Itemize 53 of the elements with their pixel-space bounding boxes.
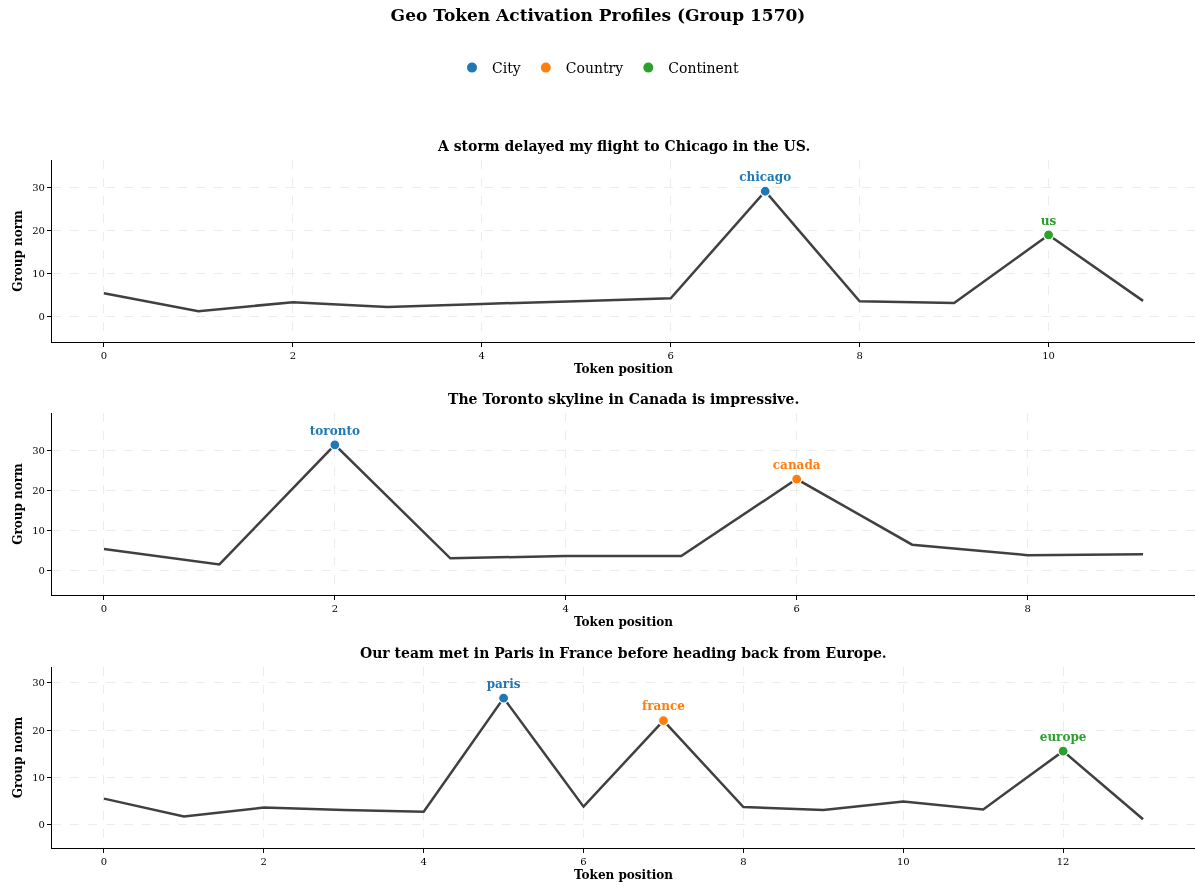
x-tick-label: 10	[1042, 350, 1055, 362]
y-tick-label: 0	[38, 818, 45, 830]
legend-label: Continent	[668, 60, 739, 77]
y-axis-title: Group norm	[11, 462, 26, 545]
x-tick-label: 2	[260, 856, 267, 868]
data-label: canada	[772, 457, 821, 472]
y-tick-label: 20	[32, 484, 45, 496]
x-tick-label: 4	[478, 350, 485, 362]
x-tick-label: 8	[856, 350, 863, 362]
chart-title: The Toronto skyline in Canada is impressive.	[448, 391, 800, 407]
chart-title: Our team met in Paris in France before heading back from Europe.	[360, 645, 887, 661]
point	[498, 692, 510, 704]
y-tick-label: 20	[32, 225, 45, 237]
y-tick-label: 30	[32, 444, 45, 456]
x-tick-label: 12	[1056, 856, 1070, 868]
data-label: us	[1040, 213, 1057, 228]
y-tick-label: 20	[32, 724, 45, 736]
y-axis-title: Group norm	[11, 716, 26, 799]
x-tick-label: 2	[289, 350, 297, 362]
chart-subtitle: A storm delayed my flight to Chicago in the US.	[437, 138, 811, 154]
x-tick-label: 8	[1024, 603, 1031, 615]
legend-label: Country	[565, 60, 624, 77]
x-tick-label: 6	[667, 350, 674, 362]
chart-title: Geo Token Activation Profiles (Group 1570)	[390, 4, 806, 25]
x-tick-label: 10	[896, 856, 910, 868]
legend-label: City	[492, 60, 521, 77]
y-tick-label: 30	[32, 182, 45, 194]
x-tick-label: 6	[793, 603, 800, 615]
x-tick-label: 2	[331, 603, 339, 615]
x-tick-label: 0	[100, 856, 108, 868]
x-axis-title: Token position	[574, 615, 674, 629]
x-tick-label: 4	[420, 856, 427, 868]
y-tick-label: 0	[38, 565, 45, 577]
x-axis-title: Token position	[574, 362, 674, 376]
y-tick-label: 10	[32, 525, 45, 537]
y-tick-label: 0	[38, 310, 45, 322]
x-tick-label: 8	[740, 856, 747, 868]
data-label: france	[642, 699, 686, 714]
y-axis-title: Group norm	[11, 209, 26, 292]
x-tick-label: 6	[580, 856, 587, 868]
x-axis-title: Token position	[574, 868, 674, 882]
x-tick-label: 0	[100, 603, 108, 615]
data-label: toronto	[309, 423, 360, 438]
data-label: paris	[486, 676, 521, 691]
x-tick-label: 4	[562, 603, 569, 615]
data-label: chicago	[739, 170, 792, 185]
x-tick-label: 0	[100, 350, 108, 362]
y-tick-label: 10	[32, 267, 45, 279]
data-label: europe	[1039, 729, 1087, 744]
point	[657, 714, 670, 727]
y-tick-label: 30	[32, 677, 45, 689]
point	[1057, 745, 1069, 757]
y-tick-label: 10	[32, 771, 45, 783]
